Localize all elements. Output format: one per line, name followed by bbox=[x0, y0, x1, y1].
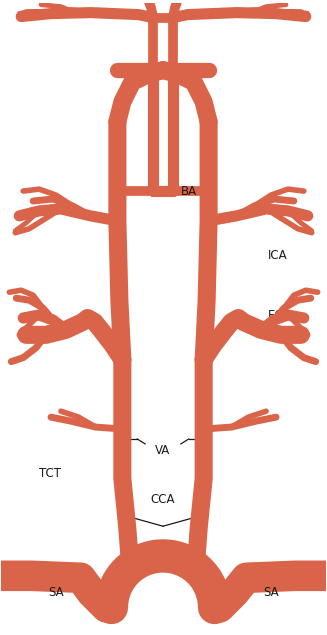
Text: BA: BA bbox=[181, 185, 197, 197]
Text: SA: SA bbox=[48, 586, 64, 599]
Text: ECA: ECA bbox=[268, 309, 292, 321]
Text: CCA: CCA bbox=[151, 493, 175, 506]
Text: SA: SA bbox=[263, 586, 279, 599]
Text: TCT: TCT bbox=[39, 467, 61, 480]
Text: ICA: ICA bbox=[268, 249, 288, 262]
Text: VA: VA bbox=[155, 444, 171, 457]
